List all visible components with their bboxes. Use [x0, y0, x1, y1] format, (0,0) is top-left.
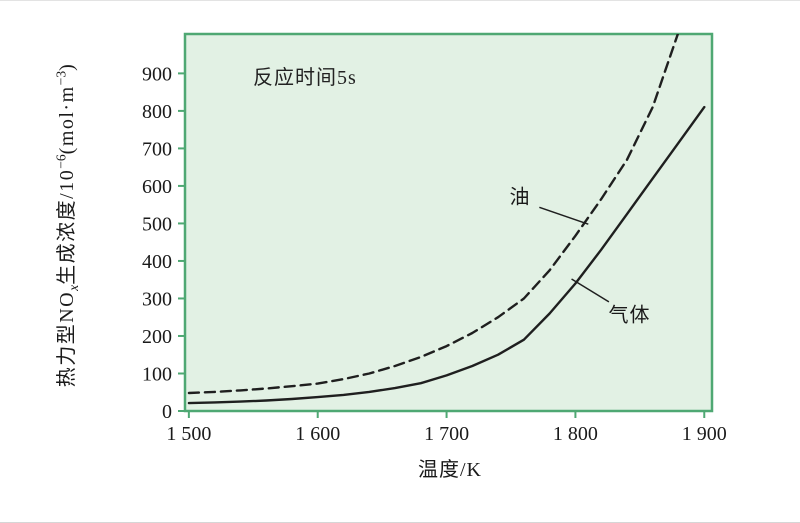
plot-area — [183, 32, 714, 413]
y-tick-label: 600 — [142, 176, 172, 198]
series-label-oil: 油 — [509, 186, 531, 209]
x-tick-label: 1 800 — [553, 423, 598, 445]
series-label-gas: 气体 — [608, 304, 651, 327]
y-axis-title: 热力型NOx生成浓度/10−6(mol·m−3) — [50, 63, 82, 388]
y-tick-label: 400 — [142, 251, 172, 273]
y-tick-label: 800 — [142, 101, 172, 123]
y-tick-label: 500 — [142, 213, 172, 235]
y-axis-title-part: 生成浓度/10 — [56, 168, 78, 285]
x-tick-label: 1 600 — [295, 423, 340, 445]
leader-line — [571, 278, 610, 303]
y-axis-title-part: (mol·m — [56, 85, 78, 155]
curve-oil — [187, 34, 680, 395]
curve-gas — [187, 105, 706, 405]
x-axis-title: 温度/K — [418, 459, 482, 481]
y-tick-label: 0 — [162, 401, 172, 423]
x-tick-label: 1 900 — [682, 423, 727, 445]
y-tick-label: 300 — [142, 288, 172, 310]
y-tick-label: 900 — [142, 63, 172, 85]
leader-line — [539, 206, 589, 225]
y-axis-title-part: ) — [56, 62, 78, 71]
x-tick-label: 1 500 — [166, 423, 211, 445]
y-axis-title-part: −3 — [53, 70, 69, 86]
y-axis-title-part: −6 — [53, 154, 69, 169]
y-axis-title-part: x — [66, 284, 81, 291]
y-tick-label: 200 — [142, 326, 172, 348]
y-tick-label: 100 — [142, 363, 172, 385]
y-tick-label: 700 — [142, 138, 172, 160]
x-tick-label: 1 700 — [424, 423, 469, 445]
y-axis-title-part: 热力型NO — [56, 290, 78, 388]
reaction-time-annotation: 反应时间5s — [253, 67, 357, 89]
